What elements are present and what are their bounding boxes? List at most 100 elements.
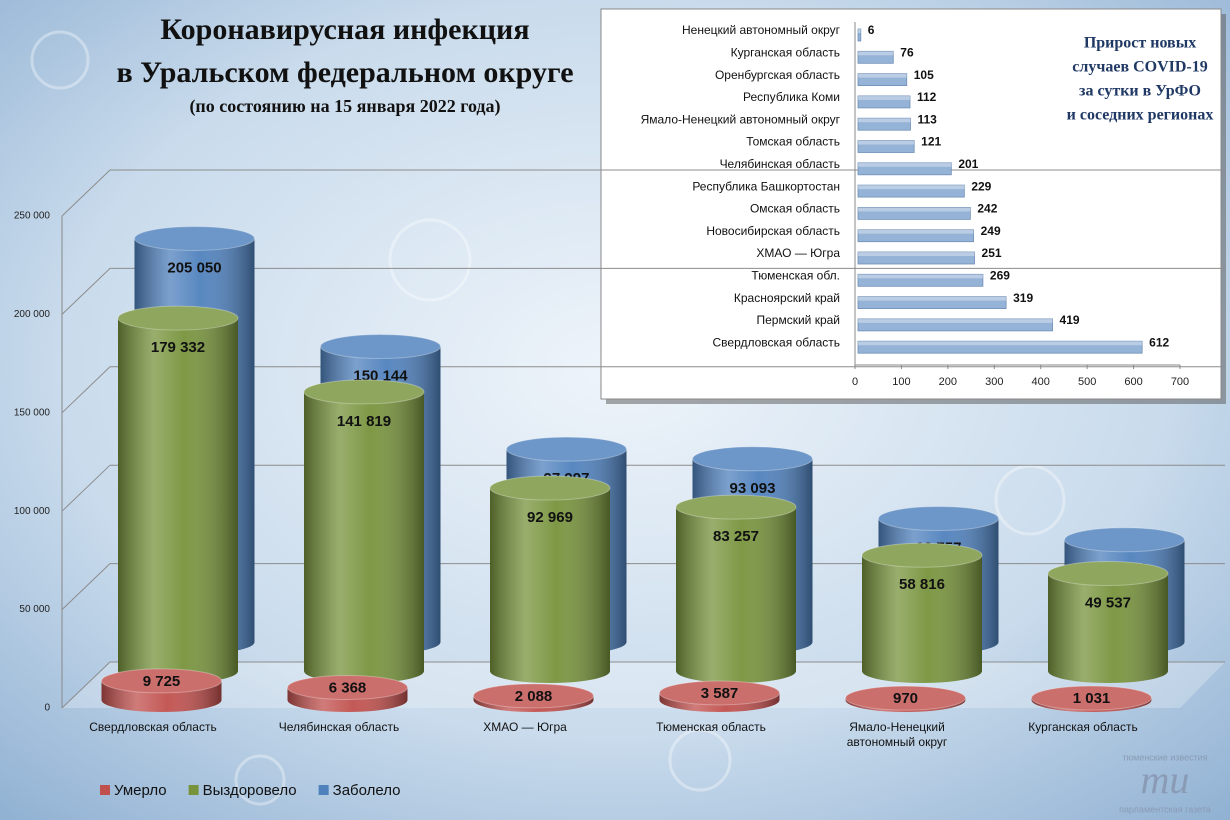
y-tick-label: Томская область xyxy=(746,135,840,149)
value-label: 179 332 xyxy=(151,339,205,356)
bar xyxy=(857,273,984,287)
legend-swatch xyxy=(188,785,199,795)
decor xyxy=(30,30,1066,806)
x-tick-label: ХМАО — Югра xyxy=(483,720,567,734)
y-tick-label: Свердловская область xyxy=(713,335,840,349)
cylinder-top xyxy=(861,542,983,568)
bar xyxy=(857,95,911,109)
bar xyxy=(857,50,894,64)
bar-light xyxy=(858,29,861,33)
y-tick-label: Республика Коми xyxy=(743,90,840,104)
bar xyxy=(857,340,1143,354)
grid-line xyxy=(61,169,1225,217)
bar xyxy=(857,251,975,265)
value-label: 113 xyxy=(917,112,937,126)
cylinder-top-light xyxy=(676,495,796,520)
value-label: 229 xyxy=(971,179,991,193)
value-label: 92 969 xyxy=(527,509,573,526)
bar-light xyxy=(858,95,910,100)
value-label: 141 819 xyxy=(337,413,391,430)
logo-mark: ти xyxy=(1141,757,1190,802)
value-label: 251 xyxy=(982,246,1002,260)
y-tick-label: Пермский край xyxy=(756,313,840,327)
logo: тюменские известия ти парламентская газе… xyxy=(1119,752,1211,814)
cylinder-top-light xyxy=(692,446,813,471)
bar xyxy=(857,206,971,220)
value-label: 1 031 xyxy=(1073,690,1111,707)
legend-swatch xyxy=(100,785,110,795)
cylinder-top-light xyxy=(506,437,627,462)
y-tick-label: 0 xyxy=(44,703,50,714)
value-label: 93 093 xyxy=(730,480,776,497)
grid-line xyxy=(61,366,1225,414)
value-label: 419 xyxy=(1060,313,1080,327)
y-tick-label: Курганская область xyxy=(731,45,840,59)
x-tick-label: Свердловская область xyxy=(89,720,217,734)
cylinder-shade xyxy=(1048,573,1168,683)
x-tick-label: 400 xyxy=(1032,376,1050,388)
cylinder-top xyxy=(1031,685,1152,711)
cylinder-top xyxy=(303,379,425,405)
value-label: 9 725 xyxy=(143,673,181,690)
value-label: 6 368 xyxy=(329,679,367,696)
value-label: 105 xyxy=(914,68,934,82)
x-tick-label: 500 xyxy=(1078,376,1096,388)
x-tick-label: 0 xyxy=(852,376,858,388)
inset-title: и соседних регионах xyxy=(1067,107,1214,124)
cylinder-top-light xyxy=(118,306,238,331)
cylinder-top xyxy=(878,505,999,531)
y-tick-label: 100 000 xyxy=(14,506,51,517)
cylinder-top xyxy=(287,674,408,700)
y-tick-label: Республика Башкортостан xyxy=(692,179,840,193)
y-tick-label: 250 000 xyxy=(14,211,51,222)
bar xyxy=(857,117,911,131)
y-tick-label: Омская область xyxy=(750,202,840,216)
y-tick-label: Оренбургская область xyxy=(715,68,840,82)
cylinder-top-light xyxy=(304,379,424,404)
cylinder-shade xyxy=(862,555,982,683)
value-label: 2 088 xyxy=(515,688,553,705)
bar-light xyxy=(858,207,971,212)
bar xyxy=(857,140,915,153)
cylinder-shade xyxy=(304,391,424,683)
value-label: 49 537 xyxy=(1085,594,1131,611)
cylinder-top xyxy=(1047,561,1169,587)
x-tick-label: 700 xyxy=(1171,376,1189,388)
x-tick-label: 600 xyxy=(1124,376,1142,388)
value-label: 83 257 xyxy=(713,528,759,545)
x-tick-label: 200 xyxy=(939,376,957,388)
bar xyxy=(857,162,952,176)
inset-panel xyxy=(600,8,1222,400)
cylinder-top-light xyxy=(287,675,408,700)
logo-text: тюменские известия xyxy=(1122,752,1207,762)
value-label: 3 587 xyxy=(701,685,739,702)
cylinder-top-light xyxy=(862,543,982,568)
cylinder-top xyxy=(675,494,797,520)
legend-label: Заболело xyxy=(333,782,401,799)
cylinder-top-light xyxy=(845,686,966,711)
grid-line xyxy=(61,464,1225,512)
legend-label: Выздоровело xyxy=(203,782,297,799)
grid-line xyxy=(61,563,1225,610)
bar xyxy=(857,229,975,243)
y-tick-label: 200 000 xyxy=(14,309,51,320)
value-label: 205 050 xyxy=(167,259,221,276)
x-tick-label: Челябинская область xyxy=(278,720,400,734)
inset-title: случаев COVID-19 xyxy=(1072,59,1208,76)
cylinder-shade xyxy=(676,507,796,683)
cylinder-top xyxy=(845,685,966,711)
chart-subtitle: (по состоянию на 15 января 2022 года) xyxy=(189,96,500,117)
cylinder-top xyxy=(473,683,594,709)
cylinder-top xyxy=(489,475,611,501)
cylinder-top-light xyxy=(134,226,255,251)
y-tick-label: 50 000 xyxy=(19,604,50,615)
bar-light xyxy=(858,274,983,279)
cylinder-top-light xyxy=(1048,561,1168,586)
cylinder-top-light xyxy=(659,680,780,705)
cylinder-top-light xyxy=(1031,685,1152,710)
value-label: 612 xyxy=(1149,335,1169,349)
x-tick-label: 300 xyxy=(985,376,1003,388)
cylinder-top-light xyxy=(101,668,222,693)
value-label: 269 xyxy=(990,268,1010,282)
